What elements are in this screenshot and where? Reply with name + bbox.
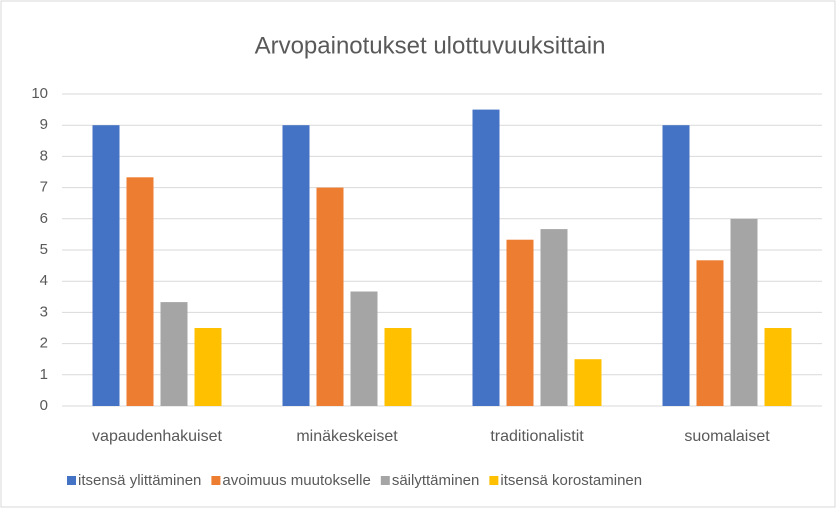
bar	[160, 302, 188, 406]
bar	[662, 125, 690, 406]
legend-label: itsensä ylittäminen	[78, 472, 201, 489]
chart-title: Arvopainotukset ulottuvuuksittain	[255, 32, 606, 59]
y-tick-label: 2	[40, 335, 48, 352]
bar	[472, 109, 500, 406]
bar	[730, 218, 758, 406]
bar	[92, 125, 120, 406]
x-tick-label: suomalaiset	[684, 428, 770, 445]
bar	[350, 291, 378, 406]
legend-label: säilyttäminen	[392, 472, 480, 489]
bar	[282, 125, 310, 406]
legend-swatch	[211, 476, 221, 485]
y-tick-label: 0	[40, 397, 48, 414]
y-tick-label: 1	[40, 366, 48, 383]
legend-swatch	[489, 476, 499, 485]
y-tick-label: 9	[40, 116, 48, 133]
y-tick-label: 8	[40, 147, 48, 164]
bar	[384, 328, 412, 406]
bar	[194, 328, 222, 406]
bar	[574, 359, 602, 406]
y-tick-label: 5	[40, 241, 48, 258]
y-tick-label: 3	[40, 303, 48, 320]
bar	[506, 239, 534, 406]
legend-label: itsensä korostaminen	[500, 472, 642, 489]
legend-swatch	[67, 476, 76, 485]
bar	[764, 328, 792, 406]
y-tick-label: 7	[40, 179, 48, 196]
x-tick-label: vapaudenhakuiset	[92, 428, 222, 445]
legend-label: avoimuus muutokselle	[222, 472, 370, 489]
x-tick-label: minäkeskeiset	[296, 428, 398, 445]
legend-swatch	[380, 476, 390, 485]
bar	[540, 229, 568, 406]
y-tick-label: 4	[40, 272, 48, 289]
bar	[696, 260, 724, 406]
bar	[126, 177, 154, 406]
y-tick-label: 6	[40, 210, 48, 227]
x-tick-label: traditionalistit	[490, 428, 584, 445]
y-tick-label: 10	[31, 85, 48, 102]
bar	[316, 187, 344, 406]
